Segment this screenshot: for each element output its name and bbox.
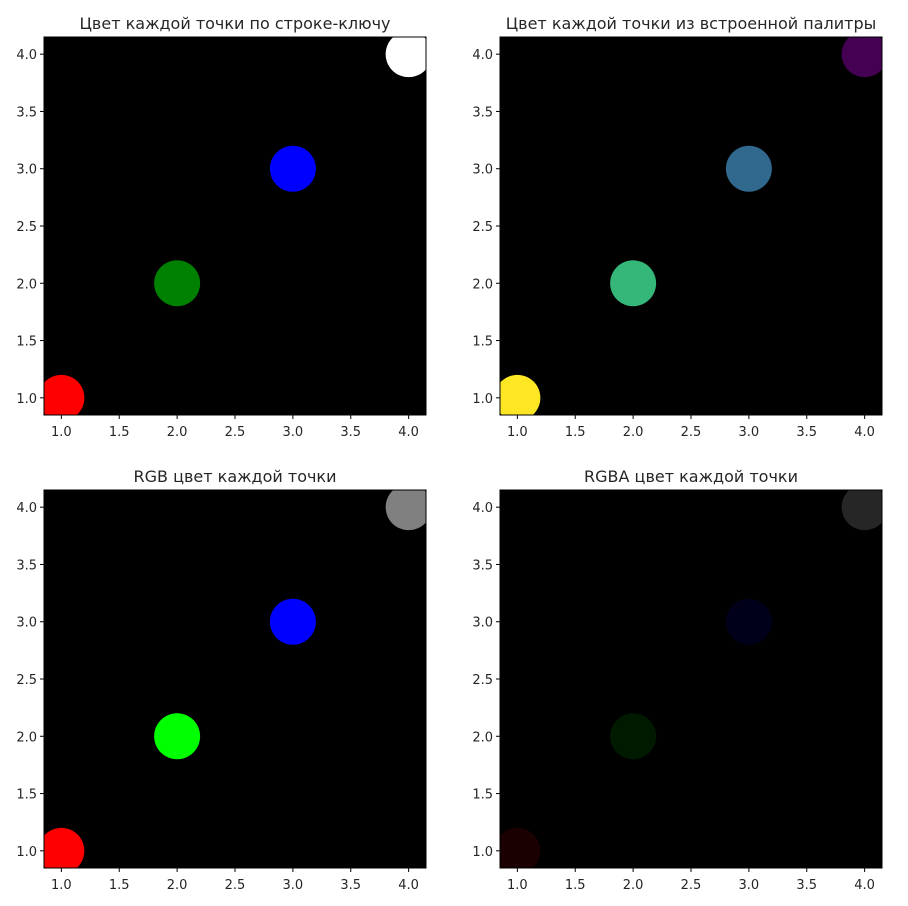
y-tick-label: 1.5 [472,335,493,350]
data-point [500,827,541,868]
y-tick-label: 2.5 [472,673,493,688]
data-point [725,145,772,192]
y-tick-label: 2.5 [472,220,493,235]
x-tick-label: 3.0 [739,878,760,893]
y-tick-label: 3.5 [472,558,493,573]
data-point [154,260,201,307]
x-tick-label: 1.5 [109,425,130,440]
plot-frame [43,36,427,416]
x-tick-label: 1.5 [109,878,130,893]
plot-frame [499,36,883,416]
x-tick-label: 2.0 [623,425,644,440]
subplot-2: Цвет каждой точки из встроенной палитры 1… [472,14,883,440]
points-group [500,490,882,868]
x-tick-label: 1.5 [565,878,586,893]
chart-title: Цвет каждой точки по строке-ключу [80,14,391,33]
data-point [841,37,882,78]
y-tick-label: 4.0 [16,48,37,63]
y-tick-label: 1.5 [472,788,493,803]
data-point [385,490,426,531]
y-tick-label: 1.0 [472,392,493,407]
y-tick-label: 2.5 [16,220,37,235]
x-tick-label: 2.5 [225,878,246,893]
data-point [610,713,657,760]
data-point [269,145,316,192]
y-tick-label: 3.0 [472,163,493,178]
data-point [269,598,316,645]
x-tick-label: 3.5 [796,878,817,893]
data-point [610,260,657,307]
data-point [500,374,541,415]
x-tick-label: 3.5 [340,878,361,893]
data-point [725,598,772,645]
y-tick-label: 3.5 [16,105,37,120]
x-tick-label: 4.0 [854,425,875,440]
subplot-3: RGB цвет каждой точки 1.0 1.5 2.0 2.5 3.0 3.5 4… [16,467,427,893]
points-group [500,37,882,415]
x-tick-label: 2.0 [167,425,188,440]
plot-area [44,37,426,415]
x-tick-label: 4.0 [398,878,419,893]
x-tick-label: 1.5 [565,425,586,440]
y-tick-label: 2.0 [16,277,37,292]
x-tick-label: 2.5 [681,425,702,440]
x-tick-label: 2.5 [225,425,246,440]
subplot-1: Цвет каждой точки по строке-ключу 1.0 1.5 2… [16,14,427,440]
data-point [44,374,85,415]
y-tick-label: 1.0 [16,392,37,407]
x-tick-label: 1.0 [507,425,528,440]
y-tick-label: 1.0 [16,845,37,860]
y-tick-label: 2.0 [16,730,37,745]
plot-frame [499,489,883,869]
y-tick-label: 3.0 [16,616,37,631]
data-point [385,37,426,78]
chart-title: Цвет каждой точки из встроенной палитры [506,14,877,33]
x-tick-label: 3.5 [340,425,361,440]
chart-title: RGBA цвет каждой точки [584,467,798,486]
x-tick-label: 3.0 [283,425,304,440]
y-tick-label: 2.0 [472,730,493,745]
y-tick-label: 2.0 [472,277,493,292]
chart-title: RGB цвет каждой точки [134,467,337,486]
x-tick-label: 4.0 [854,878,875,893]
y-tick-label: 1.0 [472,845,493,860]
y-tick-label: 4.0 [472,501,493,516]
plot-frame [43,489,427,869]
y-tick-label: 4.0 [16,501,37,516]
x-tick-label: 1.0 [51,878,72,893]
x-tick-label: 2.0 [623,878,644,893]
x-tick-label: 2.5 [681,878,702,893]
data-point [154,713,201,760]
data-point [44,827,85,868]
y-tick-label: 1.5 [16,788,37,803]
subplot-4: RGBA цвет каждой точки 1.0 1.5 2.0 2.5 3.0 3.5… [472,467,883,893]
y-tick-label: 3.0 [472,616,493,631]
x-tick-label: 1.0 [507,878,528,893]
x-tick-label: 3.5 [796,425,817,440]
x-tick-label: 4.0 [398,425,419,440]
y-tick-label: 2.5 [16,673,37,688]
plot-area [500,37,882,415]
plot-area [44,490,426,868]
y-tick-label: 3.5 [16,558,37,573]
points-group [44,37,426,415]
x-tick-label: 3.0 [739,425,760,440]
x-tick-label: 2.0 [167,878,188,893]
plot-area [500,490,882,868]
x-tick-label: 3.0 [283,878,304,893]
y-tick-label: 1.5 [16,335,37,350]
data-point [841,490,882,531]
y-tick-label: 3.5 [472,105,493,120]
x-tick-label: 1.0 [51,425,72,440]
y-tick-label: 4.0 [472,48,493,63]
y-tick-label: 3.0 [16,163,37,178]
points-group [44,490,426,868]
